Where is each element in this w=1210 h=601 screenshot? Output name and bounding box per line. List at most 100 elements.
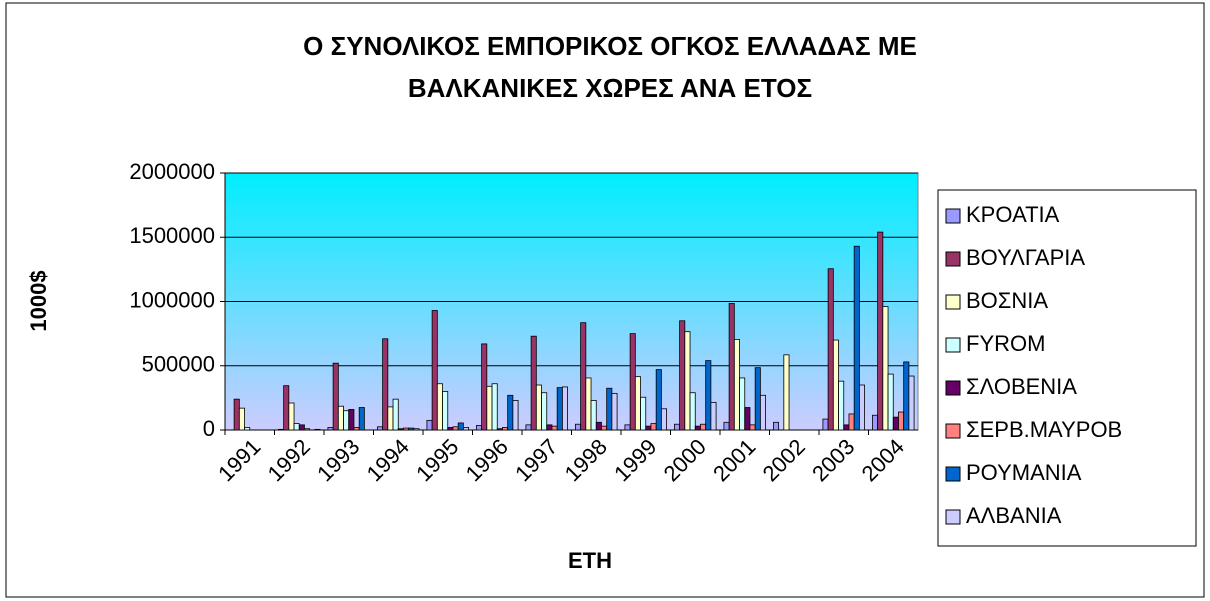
bar bbox=[293, 423, 300, 431]
legend-swatch bbox=[945, 208, 961, 224]
bar bbox=[822, 418, 829, 431]
bar bbox=[892, 416, 899, 431]
bar bbox=[723, 421, 730, 431]
bar bbox=[640, 396, 647, 431]
bar bbox=[486, 385, 493, 431]
bar bbox=[392, 398, 399, 431]
legend-swatch bbox=[945, 509, 961, 525]
bar bbox=[377, 426, 384, 431]
bar bbox=[872, 414, 879, 431]
bar bbox=[590, 400, 597, 431]
chart-title: Ο ΣΥΝΟΛΙΚΟΣ ΕΜΠΟΡΙΚΟΣ ΟΓΚΟΣ ΕΛΛΑΔΑΣ ΜΕ bbox=[303, 31, 917, 61]
legend-label: ΑΛΒΑΝΙΑ bbox=[966, 503, 1062, 528]
bar bbox=[556, 387, 563, 431]
bar bbox=[233, 398, 240, 431]
bar bbox=[462, 427, 469, 431]
y-tick-label: 2000000 bbox=[129, 159, 215, 184]
legend bbox=[937, 189, 1197, 547]
bar bbox=[431, 310, 438, 431]
bar bbox=[759, 394, 766, 431]
legend-swatch bbox=[945, 337, 961, 353]
bar bbox=[476, 425, 483, 431]
bar bbox=[413, 428, 420, 431]
bar bbox=[629, 333, 636, 431]
bar bbox=[327, 427, 334, 431]
bar bbox=[606, 387, 613, 431]
bar bbox=[580, 322, 587, 431]
bar bbox=[238, 407, 245, 431]
bar bbox=[674, 423, 681, 431]
bar bbox=[585, 377, 592, 431]
bar bbox=[530, 335, 537, 431]
bar bbox=[512, 400, 519, 431]
bar bbox=[496, 428, 503, 431]
bar bbox=[481, 343, 488, 431]
legend-label: FYROM bbox=[966, 331, 1045, 356]
bar bbox=[853, 245, 860, 431]
chart-title: ΒΑΛΚΑΝΙΚΕΣ ΧΩΡΕΣ ΑΝΑ ΕΤΟΣ bbox=[408, 73, 812, 103]
bar bbox=[694, 425, 701, 431]
bar bbox=[575, 423, 582, 431]
bar bbox=[700, 423, 707, 431]
bar bbox=[288, 402, 295, 431]
bar bbox=[858, 384, 865, 431]
bar bbox=[502, 427, 509, 431]
bar bbox=[601, 425, 608, 431]
bar bbox=[611, 392, 618, 431]
bar bbox=[561, 386, 568, 431]
legend-swatch bbox=[945, 294, 961, 310]
bar bbox=[332, 362, 339, 431]
bar bbox=[903, 361, 910, 431]
bar bbox=[507, 394, 514, 431]
legend-swatch bbox=[945, 466, 961, 482]
bar bbox=[452, 426, 459, 431]
bar bbox=[436, 383, 443, 431]
bar bbox=[705, 360, 712, 431]
bar bbox=[739, 377, 746, 431]
bar bbox=[749, 424, 756, 431]
bar bbox=[546, 424, 553, 431]
bar bbox=[679, 320, 686, 431]
bar bbox=[457, 422, 464, 431]
bar bbox=[624, 424, 631, 431]
bar bbox=[408, 427, 415, 431]
bar bbox=[898, 411, 905, 431]
bar bbox=[783, 354, 790, 431]
bar bbox=[827, 268, 834, 431]
bar bbox=[832, 339, 839, 431]
x-axis-label: ΕΤΗ bbox=[568, 548, 612, 573]
bar bbox=[403, 427, 410, 431]
bar bbox=[244, 427, 251, 431]
legend-label: ΒΟΥΛΓΑΡΙΑ bbox=[966, 245, 1085, 270]
bar bbox=[348, 409, 355, 431]
bar bbox=[314, 428, 321, 431]
bar bbox=[744, 407, 751, 431]
bar bbox=[541, 392, 548, 431]
bar bbox=[535, 384, 542, 431]
bar bbox=[882, 306, 889, 431]
bar bbox=[442, 391, 449, 431]
bar bbox=[382, 338, 389, 431]
y-tick-label: 1500000 bbox=[129, 223, 215, 248]
bar bbox=[838, 380, 845, 431]
bar bbox=[645, 425, 652, 431]
y-tick-label: 1000000 bbox=[129, 287, 215, 312]
bar bbox=[595, 421, 602, 431]
bar bbox=[660, 408, 667, 431]
bar bbox=[426, 419, 433, 431]
legend-label: ΣΕΡΒ.ΜΑΥΡΟΒ bbox=[966, 417, 1122, 442]
bar bbox=[634, 376, 641, 431]
legend-swatch bbox=[945, 423, 961, 439]
bar bbox=[525, 424, 532, 431]
bar bbox=[733, 339, 740, 431]
legend-label: ΣΛΟΒΕΝΙΑ bbox=[966, 374, 1077, 399]
bar bbox=[343, 410, 350, 431]
bar bbox=[773, 421, 780, 431]
bar bbox=[689, 392, 696, 431]
bar bbox=[358, 407, 365, 431]
bar bbox=[655, 369, 662, 431]
bar bbox=[491, 383, 498, 431]
y-tick-label: 0 bbox=[203, 416, 215, 441]
y-tick-label: 500000 bbox=[142, 352, 215, 377]
